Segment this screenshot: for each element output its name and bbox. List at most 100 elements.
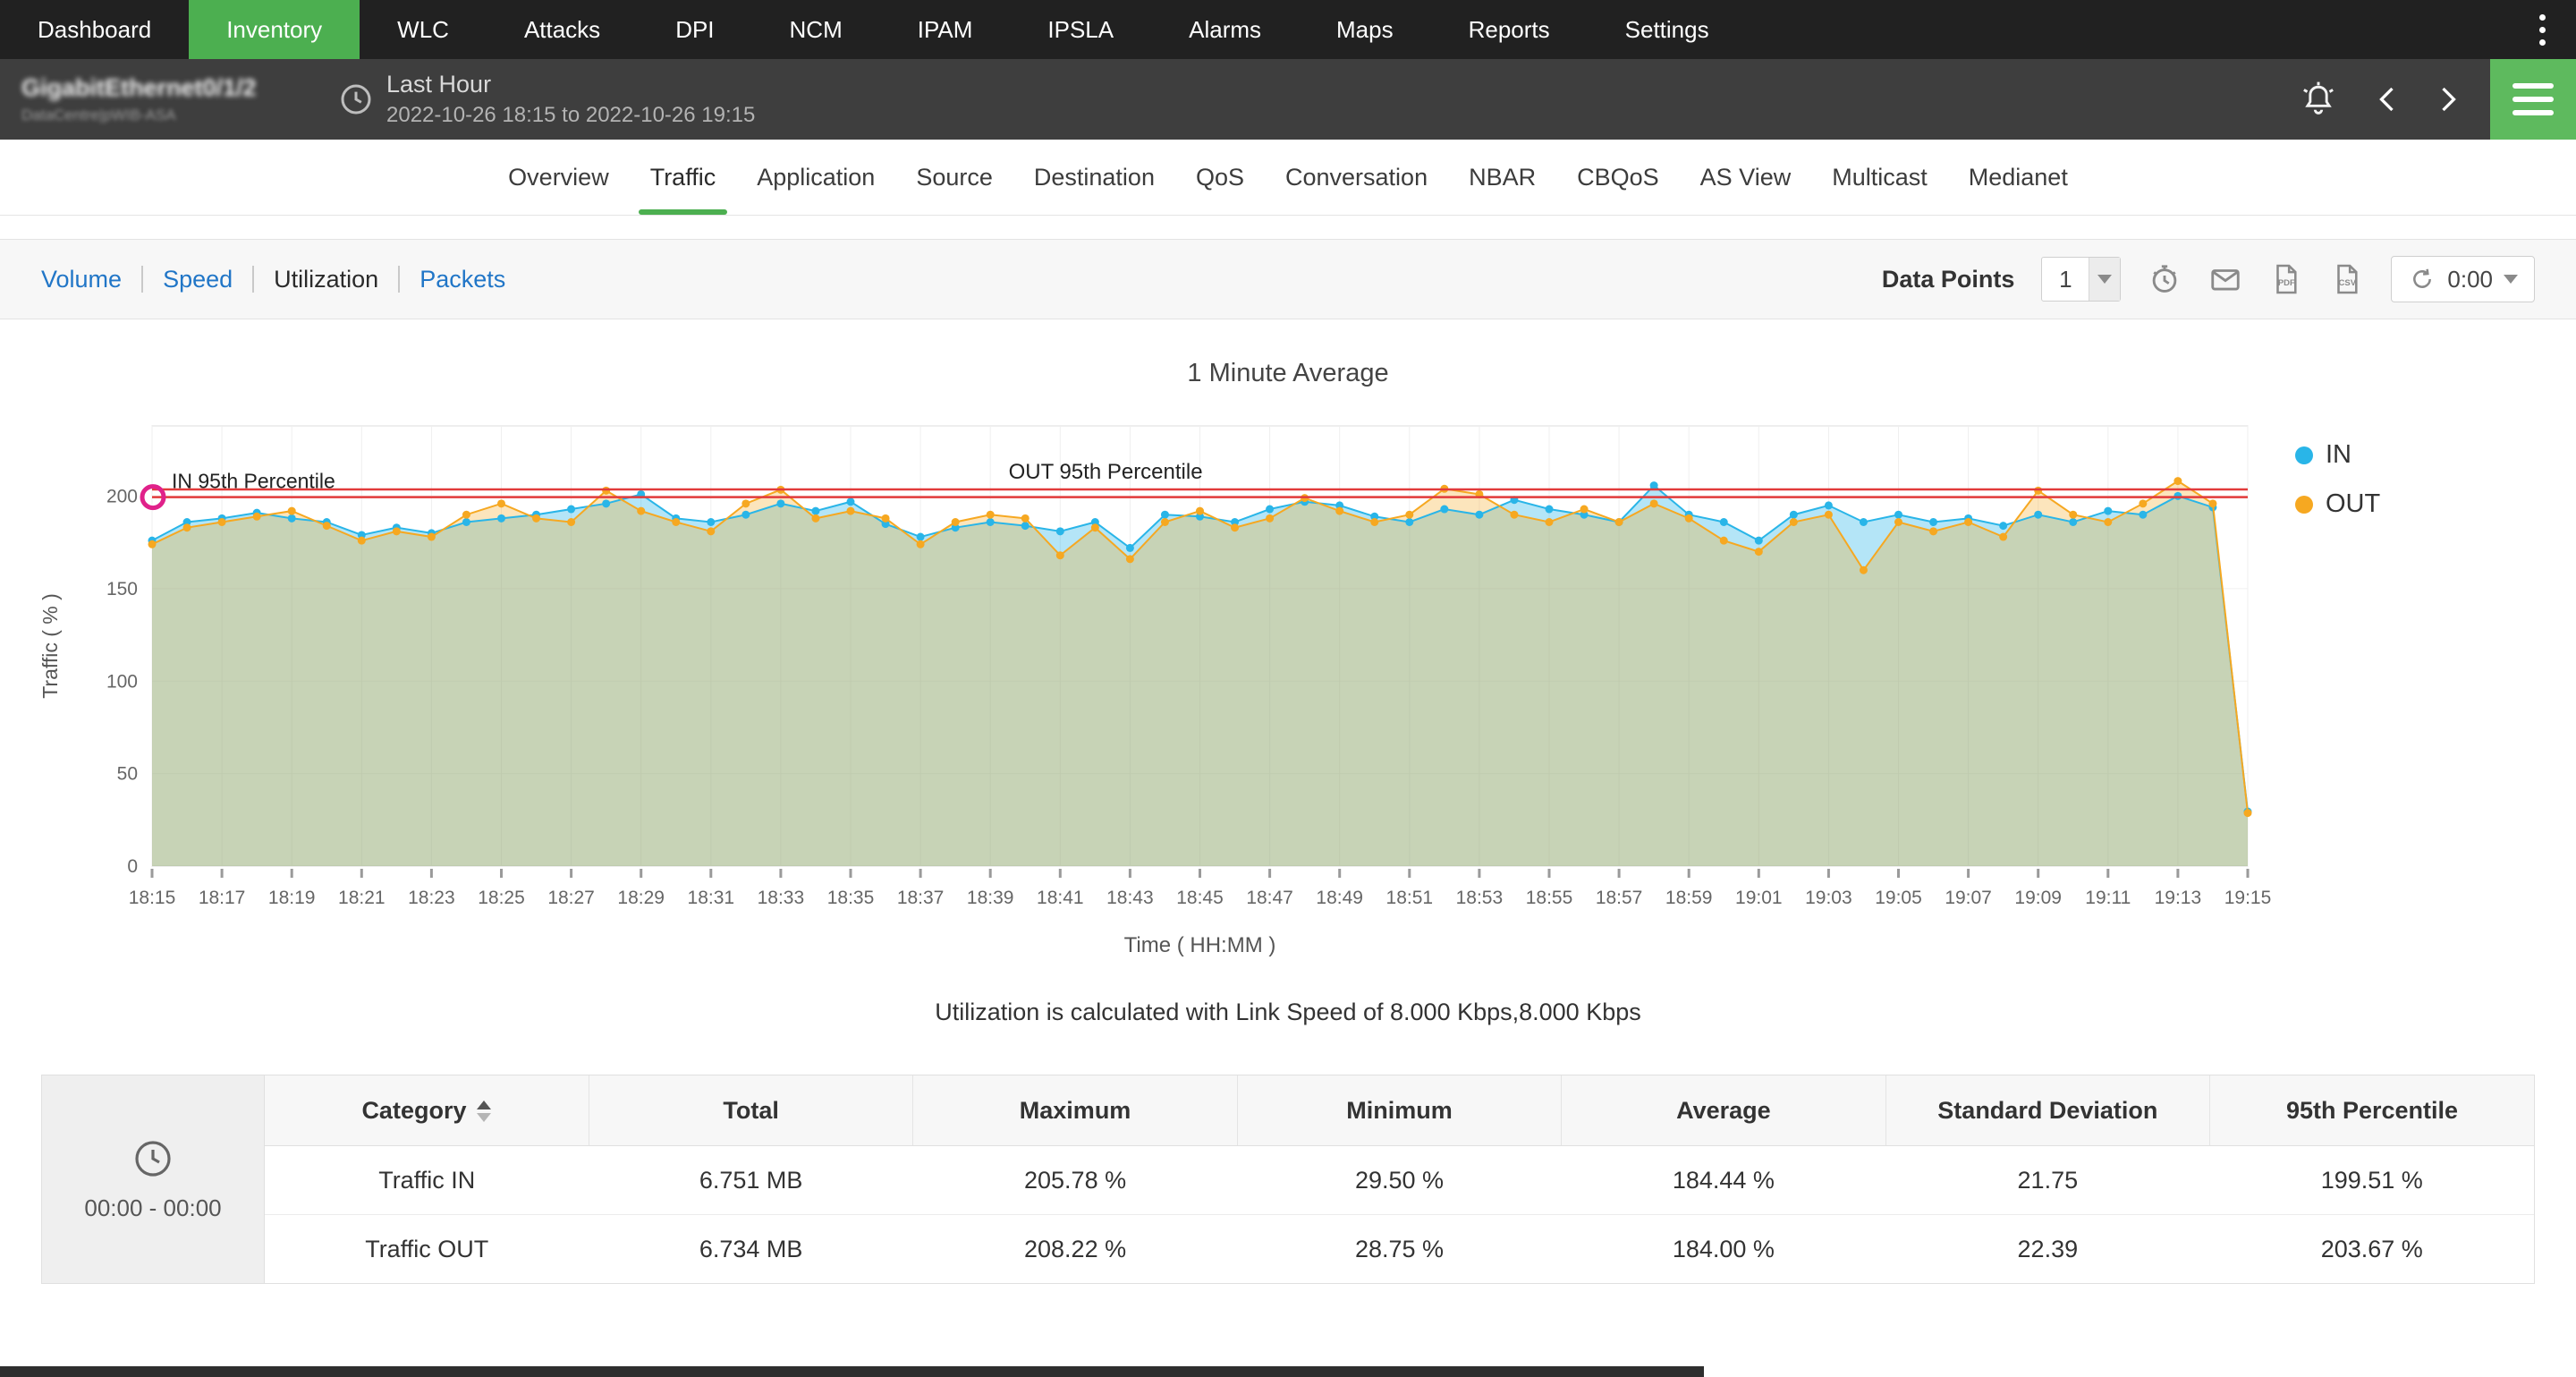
- email-report-icon[interactable]: [2208, 262, 2242, 296]
- alarm-bell-icon[interactable]: [2299, 80, 2338, 119]
- tab-cbqos[interactable]: CBQoS: [1577, 163, 1659, 191]
- svg-text:18:43: 18:43: [1106, 888, 1154, 908]
- kebab-menu-icon[interactable]: [2524, 0, 2560, 59]
- export-pdf-icon[interactable]: PDF: [2269, 262, 2303, 296]
- schedule-report-icon[interactable]: [2148, 262, 2182, 296]
- tab-application[interactable]: Application: [757, 163, 876, 191]
- legend-item-out[interactable]: OUT: [2295, 489, 2380, 519]
- nav-item-ipsla[interactable]: IPSLA: [1047, 15, 1114, 43]
- hamburger-menu-button[interactable]: [2490, 59, 2576, 140]
- clock-icon: [131, 1137, 174, 1180]
- data-points-label: Data Points: [1881, 265, 2015, 293]
- chart-section: 1 Minute Average 18:15 18:17 18:19 18:21 18:…: [0, 359, 2576, 1026]
- tab-medianet[interactable]: Medianet: [1968, 163, 2068, 191]
- nav-item-reports[interactable]: Reports: [1468, 15, 1550, 43]
- svg-text:18:33: 18:33: [758, 888, 805, 908]
- table-header-row: Category Total Maximum Minimum Average Standa…: [265, 1075, 2534, 1146]
- table-cell: 203.67 %: [2209, 1214, 2534, 1283]
- nav-item-maps[interactable]: Maps: [1336, 15, 1394, 43]
- tab-bar: Overview Traffic Application Source Destinat…: [0, 140, 2576, 216]
- period-label: Last Hour: [386, 71, 492, 98]
- refresh-icon: [2408, 265, 2436, 293]
- nav-item-settings[interactable]: Settings: [1624, 15, 1709, 43]
- svg-text:19:07: 19:07: [1945, 888, 1992, 908]
- svg-text:18:51: 18:51: [1386, 888, 1434, 908]
- data-points-select[interactable]: 1: [2041, 257, 2122, 302]
- svg-text:19:05: 19:05: [1875, 888, 1922, 908]
- svg-text:18:47: 18:47: [1246, 888, 1293, 908]
- svg-text:19:11: 19:11: [2085, 888, 2131, 908]
- out-95th-label: OUT 95th Percentile: [1009, 460, 1203, 484]
- tab-destination[interactable]: Destination: [1033, 163, 1155, 191]
- table-row: Traffic IN 6.751 MB 205.78 % 29.50 % 184.44 …: [265, 1145, 2534, 1215]
- column-header-category[interactable]: Category: [265, 1075, 589, 1146]
- column-header-95th-percentile[interactable]: 95th Percentile: [2209, 1075, 2534, 1146]
- table-cell: Traffic IN: [265, 1145, 589, 1215]
- svg-text:18:55: 18:55: [1526, 888, 1573, 908]
- svg-text:18:59: 18:59: [1665, 888, 1713, 908]
- svg-text:18:21: 18:21: [338, 888, 386, 908]
- export-csv-icon[interactable]: CSV: [2330, 262, 2364, 296]
- nav-item-inventory[interactable]: Inventory: [189, 0, 360, 59]
- nav-item-alarms[interactable]: Alarms: [1189, 15, 1262, 43]
- chevron-left-icon[interactable]: [2372, 83, 2404, 115]
- svg-text:18:35: 18:35: [827, 888, 875, 908]
- tab-conversation[interactable]: Conversation: [1285, 163, 1428, 191]
- legend-dot-out: [2295, 495, 2313, 514]
- svg-text:50: 50: [117, 764, 138, 785]
- legend-item-in[interactable]: IN: [2295, 440, 2380, 470]
- divider: [252, 266, 255, 293]
- top-nav-items: Dashboard Inventory WLC Attacks DPI NCM IPAM IP…: [0, 0, 1747, 59]
- tab-overview[interactable]: Overview: [508, 163, 609, 191]
- table-cell: 184.44 %: [1561, 1145, 1886, 1215]
- period-range: 2022-10-26 18:15 to 2022-10-26 19:15: [386, 103, 756, 127]
- table-cell: Traffic OUT: [265, 1214, 589, 1283]
- time-period-selector[interactable]: Last Hour 2022-10-26 18:15 to 2022-10-26…: [386, 71, 755, 128]
- tab-traffic[interactable]: Traffic: [630, 140, 737, 215]
- column-header-standard-deviation[interactable]: Standard Deviation: [1885, 1075, 2210, 1146]
- x-axis-title: Time ( HH:MM ): [1124, 933, 1276, 957]
- svg-text:CSV: CSV: [2339, 278, 2357, 288]
- tab-multicast[interactable]: Multicast: [1832, 163, 1928, 191]
- metric-link-packets[interactable]: Packets: [419, 265, 506, 293]
- column-header-total[interactable]: Total: [588, 1075, 913, 1146]
- column-header-minimum[interactable]: Minimum: [1236, 1075, 1562, 1146]
- tab-source[interactable]: Source: [916, 163, 993, 191]
- refresh-timer-control[interactable]: 0:00: [2391, 256, 2535, 302]
- clock-icon: [338, 81, 374, 117]
- metric-link-speed[interactable]: Speed: [163, 265, 233, 293]
- chart-caption: Utilization is calculated with Link Spee…: [935, 999, 1641, 1025]
- nav-item-wlc[interactable]: WLC: [397, 15, 449, 43]
- metric-link-volume[interactable]: Volume: [41, 265, 123, 293]
- table-cell: 22.39: [1885, 1214, 2210, 1283]
- svg-text:0: 0: [127, 856, 138, 877]
- svg-text:18:41: 18:41: [1037, 888, 1084, 908]
- column-header-maximum[interactable]: Maximum: [912, 1075, 1238, 1146]
- column-header-average[interactable]: Average: [1561, 1075, 1886, 1146]
- nav-item-attacks[interactable]: Attacks: [523, 15, 601, 43]
- chevron-down-icon: [2504, 275, 2518, 284]
- chart-legend: IN OUT: [2295, 440, 2380, 519]
- table-cell: 184.00 %: [1561, 1214, 1886, 1283]
- tab-as-view[interactable]: AS View: [1699, 163, 1792, 191]
- table-cell: 208.22 %: [912, 1214, 1238, 1283]
- device-info: GigabitEthernet0/1/2 DataCentre|pWIB-ASA: [21, 74, 299, 124]
- svg-text:150: 150: [106, 579, 138, 599]
- nav-item-dashboard[interactable]: Dashboard: [38, 15, 152, 43]
- chevron-down-icon: [2089, 258, 2121, 301]
- metric-links: Volume Speed Utilization Packets: [41, 266, 525, 293]
- chevron-right-icon[interactable]: [2431, 83, 2463, 115]
- svg-text:18:29: 18:29: [617, 888, 665, 908]
- table-body: Traffic IN 6.751 MB 205.78 % 29.50 % 184.44 …: [265, 1145, 2534, 1283]
- metric-link-utilization[interactable]: Utilization: [274, 265, 379, 293]
- table-cell: 29.50 %: [1237, 1145, 1562, 1215]
- nav-item-ncm[interactable]: NCM: [789, 15, 843, 43]
- nav-item-dpi[interactable]: DPI: [675, 15, 715, 43]
- refresh-timer-value: 0:00: [2447, 265, 2493, 293]
- header-actions: [2299, 59, 2576, 140]
- tab-nbar[interactable]: NBAR: [1469, 163, 1537, 191]
- in-95th-marker: [140, 484, 166, 511]
- tab-qos[interactable]: QoS: [1195, 163, 1244, 191]
- nav-item-ipam[interactable]: IPAM: [917, 15, 973, 43]
